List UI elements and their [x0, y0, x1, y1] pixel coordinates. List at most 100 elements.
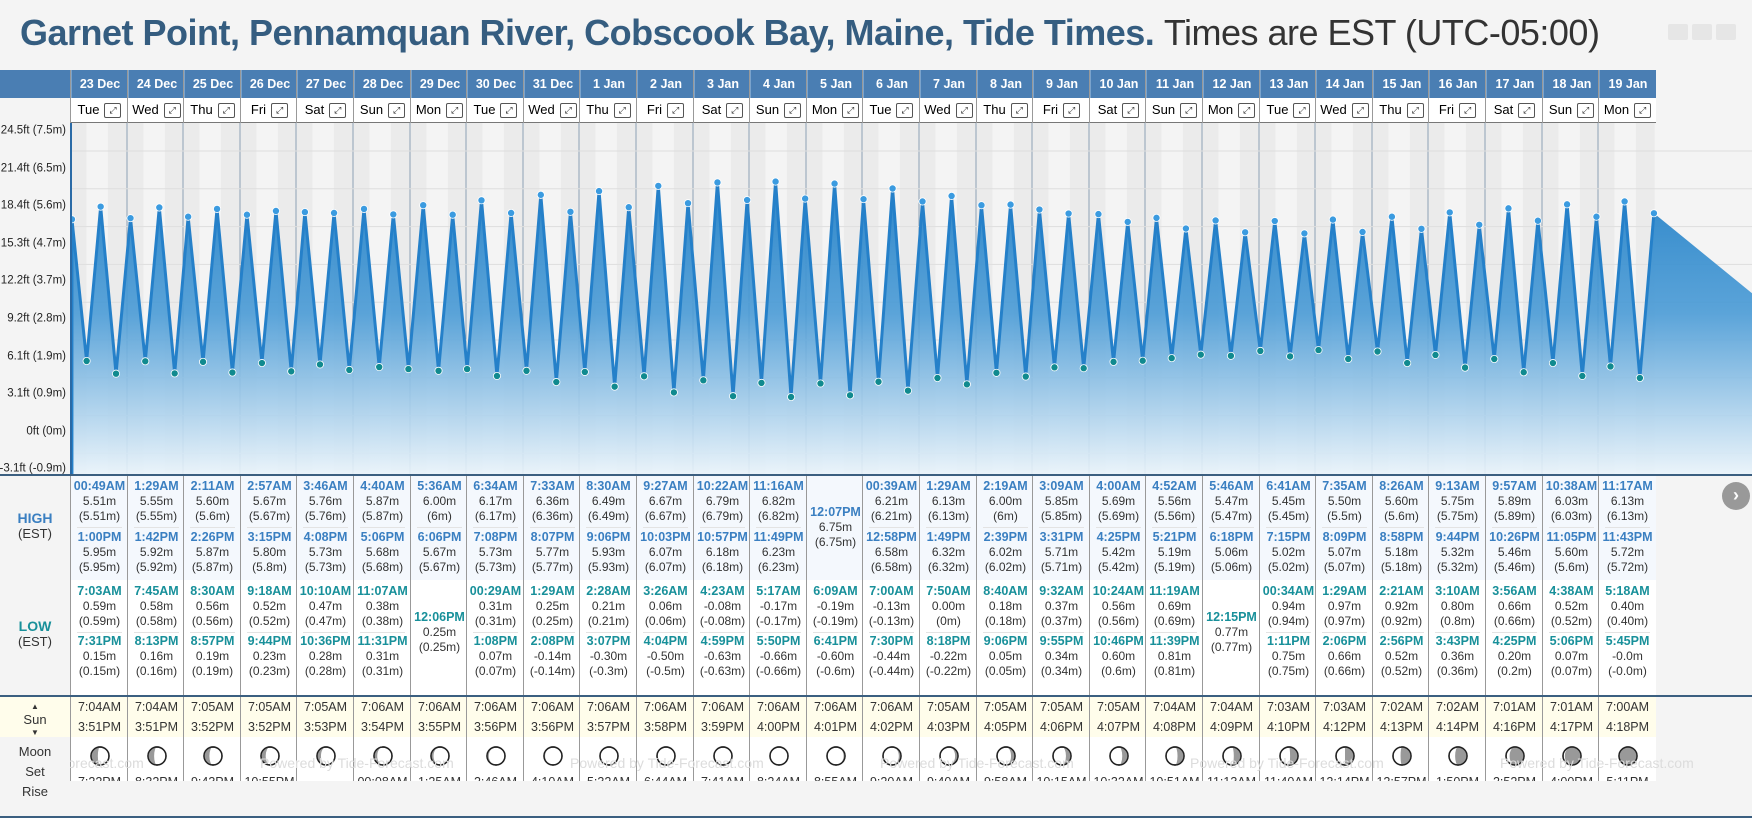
low-tide-point[interactable]	[580, 367, 589, 376]
high-tide-point[interactable]	[743, 196, 752, 205]
high-tide-point[interactable]	[330, 208, 339, 217]
expand-day-button[interactable]: ⤢	[1010, 102, 1028, 118]
expand-day-button[interactable]: ⤢	[1406, 102, 1424, 118]
high-tide-point[interactable]	[918, 197, 927, 206]
expand-day-button[interactable]: ⤢	[613, 102, 631, 118]
expand-day-button[interactable]: ⤢	[1238, 102, 1256, 118]
high-tide-point[interactable]	[801, 194, 810, 203]
high-tide-point[interactable]	[536, 190, 545, 199]
low-tide-point[interactable]	[699, 376, 708, 385]
high-tide-point[interactable]	[213, 204, 222, 213]
low-tide-point[interactable]	[610, 382, 619, 391]
high-tide-point[interactable]	[271, 206, 280, 215]
high-tide-point[interactable]	[1211, 216, 1220, 225]
high-tide-point[interactable]	[1300, 229, 1309, 238]
low-tide-point[interactable]	[874, 377, 883, 386]
high-tide-point[interactable]	[1592, 212, 1601, 221]
low-tide-point[interactable]	[1431, 350, 1440, 359]
expand-day-button[interactable]: ⤢	[217, 102, 235, 118]
low-tide-point[interactable]	[257, 359, 266, 368]
low-tide-point[interactable]	[669, 388, 678, 397]
expand-day-button[interactable]: ⤢	[1293, 102, 1311, 118]
low-tide-point[interactable]	[315, 360, 324, 369]
low-tide-point[interactable]	[757, 378, 766, 387]
low-tide-point[interactable]	[552, 378, 561, 387]
expand-day-button[interactable]: ⤢	[1063, 102, 1081, 118]
low-tide-point[interactable]	[1196, 350, 1205, 359]
high-tide-point[interactable]	[830, 179, 839, 188]
low-tide-point[interactable]	[1079, 364, 1088, 373]
low-tide-point[interactable]	[82, 357, 91, 366]
high-tide-point[interactable]	[1094, 210, 1103, 219]
high-tide-point[interactable]	[126, 214, 135, 223]
high-tide-point[interactable]	[477, 196, 486, 205]
high-tide-point[interactable]	[1358, 227, 1367, 236]
low-tide-point[interactable]	[903, 386, 912, 395]
low-tide-point[interactable]	[640, 372, 649, 381]
high-tide-point[interactable]	[242, 210, 251, 219]
low-tide-point[interactable]	[112, 369, 121, 378]
expand-day-button[interactable]: ⤢	[726, 102, 744, 118]
expand-day-button[interactable]: ⤢	[842, 102, 860, 118]
high-tide-point[interactable]	[1328, 215, 1337, 224]
low-tide-point[interactable]	[1373, 347, 1382, 356]
high-tide-point[interactable]	[1504, 204, 1513, 213]
low-tide-point[interactable]	[1050, 363, 1059, 372]
expand-day-button[interactable]: ⤢	[1180, 102, 1198, 118]
low-tide-point[interactable]	[1286, 352, 1295, 361]
expand-day-button[interactable]: ⤢	[955, 102, 973, 118]
high-tide-point[interactable]	[419, 201, 428, 210]
high-tide-point[interactable]	[566, 207, 575, 216]
low-tide-point[interactable]	[1021, 372, 1030, 381]
low-tide-point[interactable]	[1403, 359, 1412, 368]
high-tide-point[interactable]	[713, 178, 722, 187]
low-tide-point[interactable]	[404, 365, 413, 374]
high-tide-point[interactable]	[654, 181, 663, 190]
expand-day-button[interactable]: ⤢	[104, 102, 122, 118]
high-tide-point[interactable]	[360, 204, 369, 213]
high-tide-point[interactable]	[947, 191, 956, 200]
high-tide-point[interactable]	[184, 212, 193, 221]
low-tide-point[interactable]	[1226, 351, 1235, 360]
low-tide-point[interactable]	[846, 391, 855, 400]
low-tide-point[interactable]	[1519, 368, 1528, 377]
low-tide-point[interactable]	[345, 365, 354, 374]
high-tide-point[interactable]	[1241, 228, 1250, 237]
high-tide-point[interactable]	[448, 210, 457, 219]
low-tide-point[interactable]	[1490, 354, 1499, 363]
low-tide-point[interactable]	[141, 357, 150, 366]
expand-day-button[interactable]: ⤢	[388, 102, 406, 118]
low-tide-point[interactable]	[1606, 362, 1615, 371]
high-tide-point[interactable]	[1417, 224, 1426, 233]
high-tide-point[interactable]	[1064, 209, 1073, 218]
expand-day-button[interactable]: ⤢	[667, 102, 685, 118]
low-tide-point[interactable]	[1138, 356, 1147, 365]
expand-day-button[interactable]: ⤢	[446, 102, 464, 118]
high-tide-point[interactable]	[300, 208, 309, 217]
low-tide-point[interactable]	[933, 373, 942, 382]
high-tide-point[interactable]	[1270, 217, 1279, 226]
high-tide-point[interactable]	[1006, 200, 1015, 209]
high-tide-point[interactable]	[684, 199, 693, 208]
expand-day-button[interactable]: ⤢	[896, 102, 914, 118]
high-tide-point[interactable]	[624, 203, 633, 212]
expand-day-button[interactable]: ⤢	[163, 102, 181, 118]
expand-day-button[interactable]: ⤢	[1459, 102, 1477, 118]
scroll-right-button[interactable]: ›	[1722, 482, 1750, 510]
expand-day-button[interactable]: ⤢	[1577, 102, 1595, 118]
high-tide-point[interactable]	[771, 177, 780, 186]
low-tide-point[interactable]	[287, 367, 296, 376]
high-tide-point[interactable]	[1152, 213, 1161, 222]
low-tide-point[interactable]	[463, 365, 472, 374]
low-tide-point[interactable]	[992, 368, 1001, 377]
low-tide-point[interactable]	[1461, 363, 1470, 372]
expand-day-button[interactable]: ⤢	[1634, 102, 1652, 118]
high-tide-point[interactable]	[389, 210, 398, 219]
high-tide-point[interactable]	[859, 195, 868, 204]
high-tide-point[interactable]	[1445, 208, 1454, 217]
high-tide-point[interactable]	[1563, 200, 1572, 209]
expand-day-button[interactable]: ⤢	[784, 102, 802, 118]
high-tide-point[interactable]	[1123, 217, 1132, 226]
high-tide-point[interactable]	[888, 184, 897, 193]
expand-day-button[interactable]: ⤢	[1518, 102, 1536, 118]
